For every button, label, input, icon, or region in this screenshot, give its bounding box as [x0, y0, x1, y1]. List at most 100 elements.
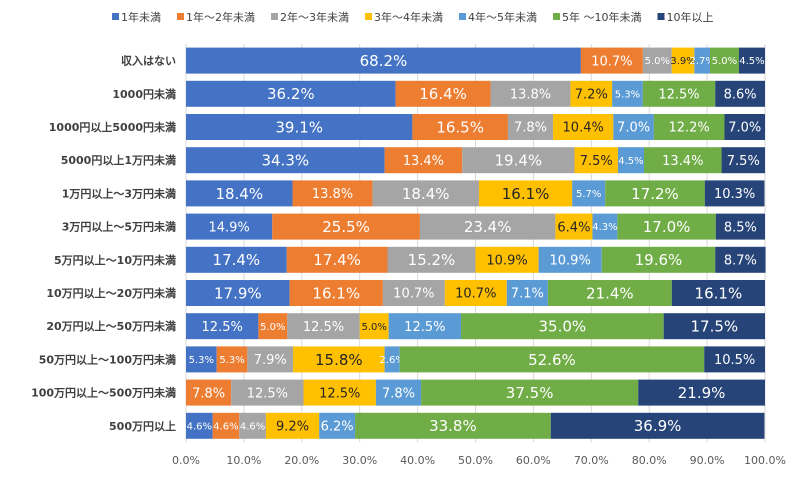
bar-segment [272, 213, 420, 240]
data-label: 21.9% [678, 384, 726, 402]
x-tick-label: 50.0% [458, 454, 493, 467]
bar-segment [478, 180, 573, 207]
bar-segment [715, 80, 765, 107]
data-label: 5.7% [576, 189, 601, 200]
data-label: 10.9% [550, 253, 591, 268]
bar-segment [286, 246, 388, 273]
data-label: 33.8% [429, 417, 477, 435]
category-label: 1000円未満 [112, 87, 176, 101]
data-label: 7.1% [511, 287, 544, 302]
data-label: 12.5% [303, 320, 344, 335]
data-label: 52.6% [528, 351, 576, 369]
bar-segment [289, 280, 383, 306]
bar-segment [490, 80, 571, 107]
bar-segment [694, 47, 710, 74]
legend-swatch [657, 13, 665, 20]
category-label: 1000円以上5000円未満 [49, 120, 176, 134]
bar-segment [642, 47, 672, 74]
data-label: 10.7% [393, 287, 434, 302]
data-label: 16.4% [419, 85, 467, 103]
bar-segment [461, 313, 664, 340]
data-label: 16.1% [695, 284, 743, 302]
bar-segment [186, 412, 213, 439]
bar-segment [638, 379, 765, 406]
bar-segment [617, 213, 716, 240]
category-label: 5000円以上1万円未満 [61, 153, 176, 167]
data-label: 18.4% [402, 185, 450, 203]
data-label: 10.3% [714, 187, 755, 202]
x-axis-tick-labels: 0.0% 10.0% 20.0% 30.0% 40.0% 50.0% 60.0% 70.0% 8… [172, 454, 786, 467]
legend-label: 4年～5年未満 [468, 10, 537, 24]
x-tick-label: 100.0% [744, 454, 786, 467]
data-label: 4.3% [592, 222, 617, 233]
x-tick-label: 90.0% [690, 454, 725, 467]
data-label: 39.1% [275, 118, 323, 136]
category-label: 収入はない [121, 55, 176, 68]
category-label: 50万円以上～100万円未満 [39, 352, 176, 366]
legend-swatch [365, 13, 372, 20]
legend-label: 10年以上 [667, 10, 714, 24]
bar-segment [605, 180, 705, 207]
bar-segment [724, 114, 765, 140]
data-label: 6.4% [557, 220, 590, 235]
data-label: 17.0% [643, 218, 691, 236]
bar-segment [186, 180, 293, 207]
bar-segment [475, 246, 539, 273]
bar-segment [671, 47, 695, 74]
bar-segment [721, 147, 765, 174]
bar-segment [186, 114, 413, 140]
data-label: 13.4% [662, 154, 703, 169]
data-label: 7.8% [514, 121, 547, 136]
bar-segment [550, 412, 765, 439]
legend-swatch [112, 13, 119, 20]
bar-segment [212, 412, 240, 439]
data-label: 16.5% [436, 118, 484, 136]
bar-segment [444, 280, 507, 306]
data-label: 5.3% [219, 355, 244, 366]
legend-label: 1年未満 [121, 10, 161, 24]
bar-segment [570, 80, 613, 107]
data-label: 10.7% [455, 287, 496, 302]
data-label: 10.7% [591, 54, 632, 69]
bar-segment [388, 313, 462, 340]
gridlines [185, 44, 766, 443]
data-label: 12.5% [202, 320, 243, 335]
data-label: 34.3% [261, 152, 309, 170]
legend-label: 3年～4年未満 [374, 10, 443, 24]
x-tick-label: 60.0% [516, 454, 551, 467]
legend-swatch [177, 13, 184, 20]
bar-segment [387, 246, 476, 273]
bar-segment [372, 180, 479, 207]
bar-segment [265, 412, 320, 439]
data-label: 17.5% [691, 318, 739, 336]
bar-segment [572, 180, 606, 207]
bar-segment [216, 346, 248, 373]
bar-segment [663, 313, 765, 340]
data-label: 12.5% [404, 320, 445, 335]
bar-segment [186, 246, 287, 273]
x-tick-label: 40.0% [400, 454, 435, 467]
bar-segment [319, 412, 356, 439]
data-label: 2.7% [689, 56, 714, 67]
bar-segment [715, 246, 766, 273]
data-label: 4.6% [240, 421, 265, 432]
data-label: 12.5% [247, 386, 288, 401]
bar-segment [704, 346, 765, 373]
data-label: 5.0% [260, 322, 285, 333]
bar-segment [384, 346, 400, 373]
bar-segment [612, 80, 643, 107]
data-label: 5.3% [189, 355, 214, 366]
data-label: 25.5% [322, 218, 370, 236]
x-tick-label: 80.0% [632, 454, 667, 467]
legend-label: 1年～2年未満 [186, 10, 255, 24]
data-label: 4.6% [213, 421, 238, 432]
legend-label: 5年 ～10年未満 [562, 10, 642, 24]
bar-segment [186, 280, 290, 306]
data-label: 7.8% [192, 386, 225, 401]
bar-segment [186, 313, 259, 340]
data-label: 17.9% [214, 284, 262, 302]
data-label: 6.2% [321, 419, 354, 434]
bar-segment [643, 147, 722, 174]
bar-segment [186, 147, 385, 174]
